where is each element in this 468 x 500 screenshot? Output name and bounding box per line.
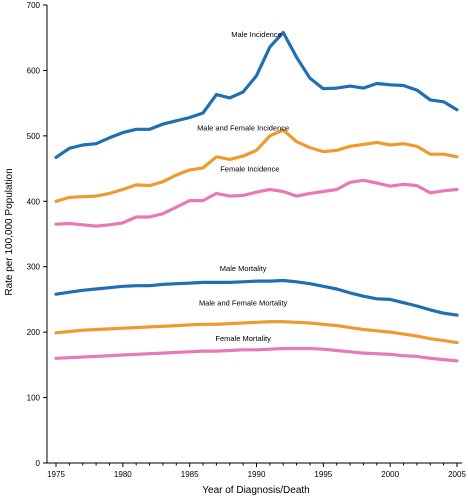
y-tick-label: 400 <box>27 197 41 206</box>
series-label: Female Mortality <box>215 334 271 343</box>
series-line-male-and-female-mortality <box>54 320 459 345</box>
y-tick-label: 500 <box>27 132 41 141</box>
series-lines <box>54 30 459 363</box>
x-tick-label: 1980 <box>114 470 132 479</box>
y-axis-title: Rate per 100,000 Population <box>4 168 15 295</box>
x-axis-title: Year of Diagnosis/Death <box>202 485 309 496</box>
x-tick-label: 1985 <box>181 470 199 479</box>
y-tick-label: 0 <box>36 459 41 468</box>
y-tick-label: 200 <box>27 328 41 337</box>
series-line-female-incidence <box>54 178 459 228</box>
series-label: Male and Female Incidence <box>197 123 289 132</box>
x-tick-label: 2005 <box>448 470 466 479</box>
series-label: Male and Female Mortality <box>199 298 288 307</box>
plot-axes <box>46 5 462 464</box>
series-line-female-mortality <box>54 346 459 363</box>
series-line-male-and-female-incidence <box>54 128 459 203</box>
x-tick-label: 1995 <box>314 470 332 479</box>
x-tick-label: 2000 <box>381 470 399 479</box>
x-tick-label: 1975 <box>47 470 65 479</box>
series-label: Female Incidence <box>220 165 279 174</box>
series-label: Male Incidence <box>231 30 281 39</box>
x-axis-ticks: 1975 1980 1985 1990 1995 2000 2005 <box>47 463 466 479</box>
y-tick-label: 300 <box>27 263 41 272</box>
y-tick-label: 700 <box>27 1 41 10</box>
series-label: Male Mortality <box>220 264 267 273</box>
series-labels: Male Incidence Male and Female Incidence F… <box>197 30 289 343</box>
series-line-male-mortality <box>54 278 459 317</box>
y-axis-ticks: 0 100 200 300 400 500 600 700 <box>27 1 47 468</box>
y-tick-label: 100 <box>27 394 41 403</box>
series-line-male-incidence <box>54 30 459 159</box>
y-tick-label: 600 <box>27 66 41 75</box>
x-tick-label: 1990 <box>248 470 266 479</box>
